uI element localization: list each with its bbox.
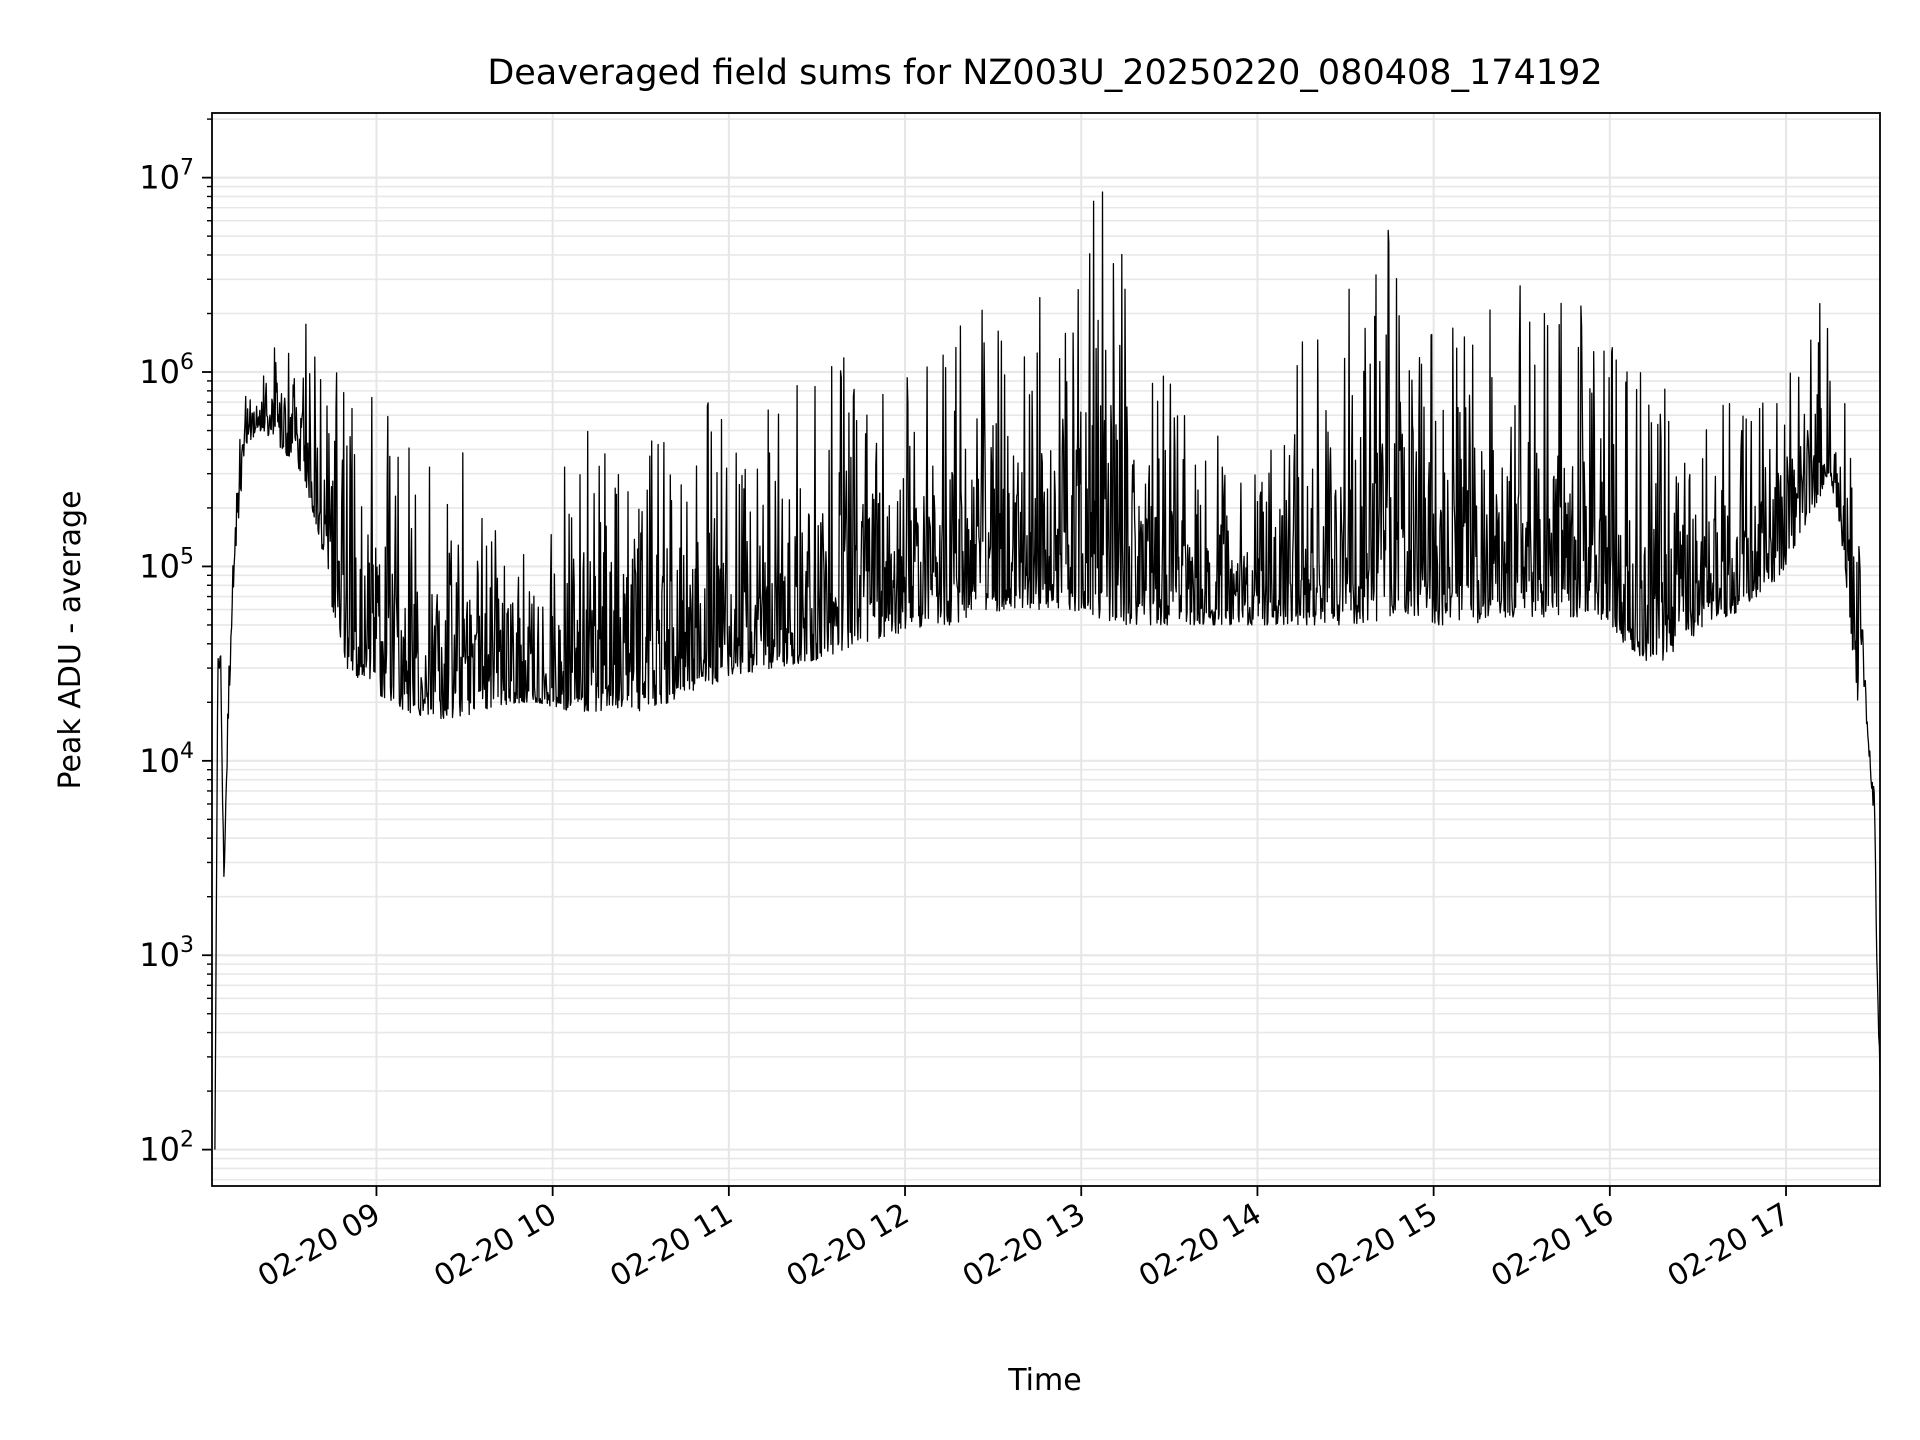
chart-title: Deaveraged field sums for NZ003U_2025022…: [487, 53, 1602, 93]
x-axis-label: Time: [1007, 1363, 1081, 1398]
series-line: [214, 191, 1881, 1150]
series-group: [214, 191, 1881, 1150]
y-axis-label: Peak ADU - average: [53, 490, 88, 789]
y-tick-label: 103: [139, 933, 194, 974]
plot-area-frame: [211, 112, 1881, 1187]
gridlines: [212, 113, 1880, 1186]
